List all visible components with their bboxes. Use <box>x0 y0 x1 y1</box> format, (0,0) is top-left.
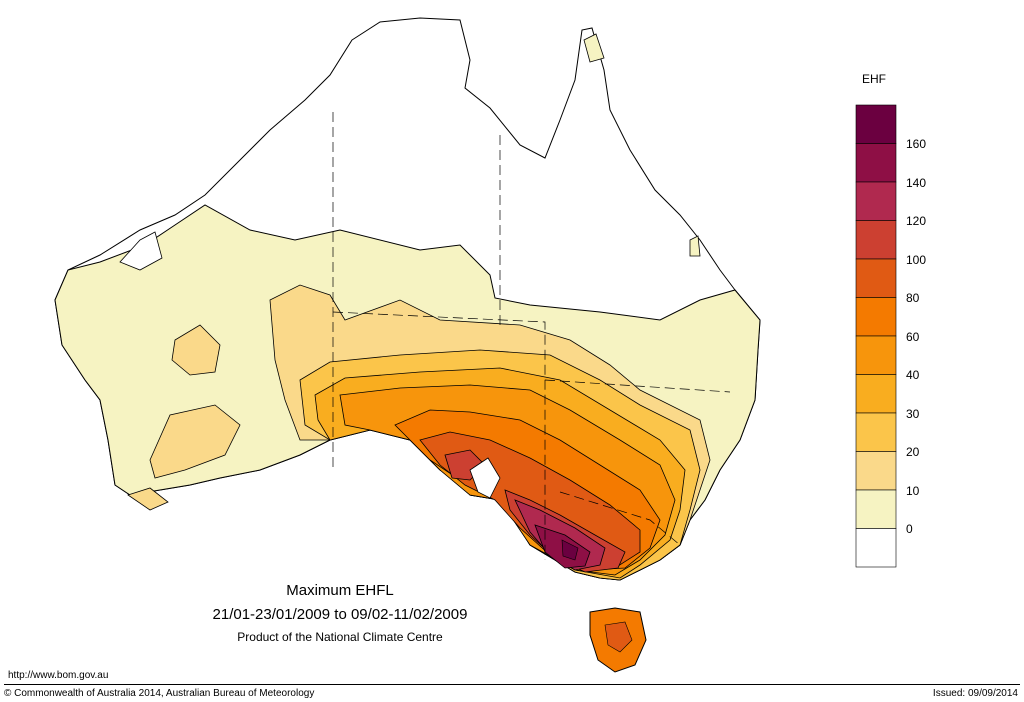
ehf-legend-scale <box>855 104 897 568</box>
no-data-gulf <box>119 231 163 271</box>
legend-swatch <box>855 220 897 260</box>
ehf-band-160-plus <box>561 539 579 561</box>
ehf-patch-west-2 <box>149 404 241 479</box>
legend-label: 30 <box>906 407 920 421</box>
legend-label: 140 <box>906 176 927 190</box>
tasmania-core <box>604 621 633 653</box>
legend-label: 120 <box>906 214 927 228</box>
legend-swatch <box>855 451 897 491</box>
legend-swatch <box>855 297 897 337</box>
qld-coast-patch <box>689 235 701 257</box>
cape-york-patch <box>583 33 605 63</box>
legend-label: 20 <box>906 445 920 459</box>
legend-swatch <box>855 489 897 529</box>
legend-swatch <box>855 181 897 221</box>
spencer-gulf <box>469 457 501 499</box>
source-link[interactable]: http://www.bom.gov.au <box>8 670 109 681</box>
legend-label: 40 <box>906 368 920 382</box>
state-borders <box>332 112 731 560</box>
legend-swatch <box>855 412 897 452</box>
legend-label: 100 <box>906 253 927 267</box>
footer-divider <box>4 684 1020 685</box>
legend-swatch <box>855 528 897 568</box>
map-title: Maximum EHFL <box>286 582 394 599</box>
legend-label: 0 <box>906 522 913 536</box>
legend-title: EHF <box>862 72 886 86</box>
legend-label: 80 <box>906 291 920 305</box>
ehf-patch-west-1 <box>171 324 221 376</box>
map-period: 21/01-23/01/2009 to 09/02-11/02/2009 <box>212 606 468 623</box>
legend-swatch <box>855 104 897 144</box>
legend-swatch <box>855 258 897 298</box>
issued-date: Issued: 09/09/2014 <box>932 688 1018 699</box>
copyright-text: © Commonwealth of Australia 2014, Austra… <box>4 688 315 699</box>
map-product: Product of the National Climate Centre <box>237 630 443 644</box>
legend-swatch <box>855 335 897 375</box>
legend-swatch <box>855 143 897 183</box>
ehf-patch-west-3 <box>127 487 169 511</box>
legend-swatch <box>855 374 897 414</box>
legend-label: 60 <box>906 330 920 344</box>
legend-label: 10 <box>906 484 920 498</box>
legend-label: 160 <box>906 137 927 151</box>
